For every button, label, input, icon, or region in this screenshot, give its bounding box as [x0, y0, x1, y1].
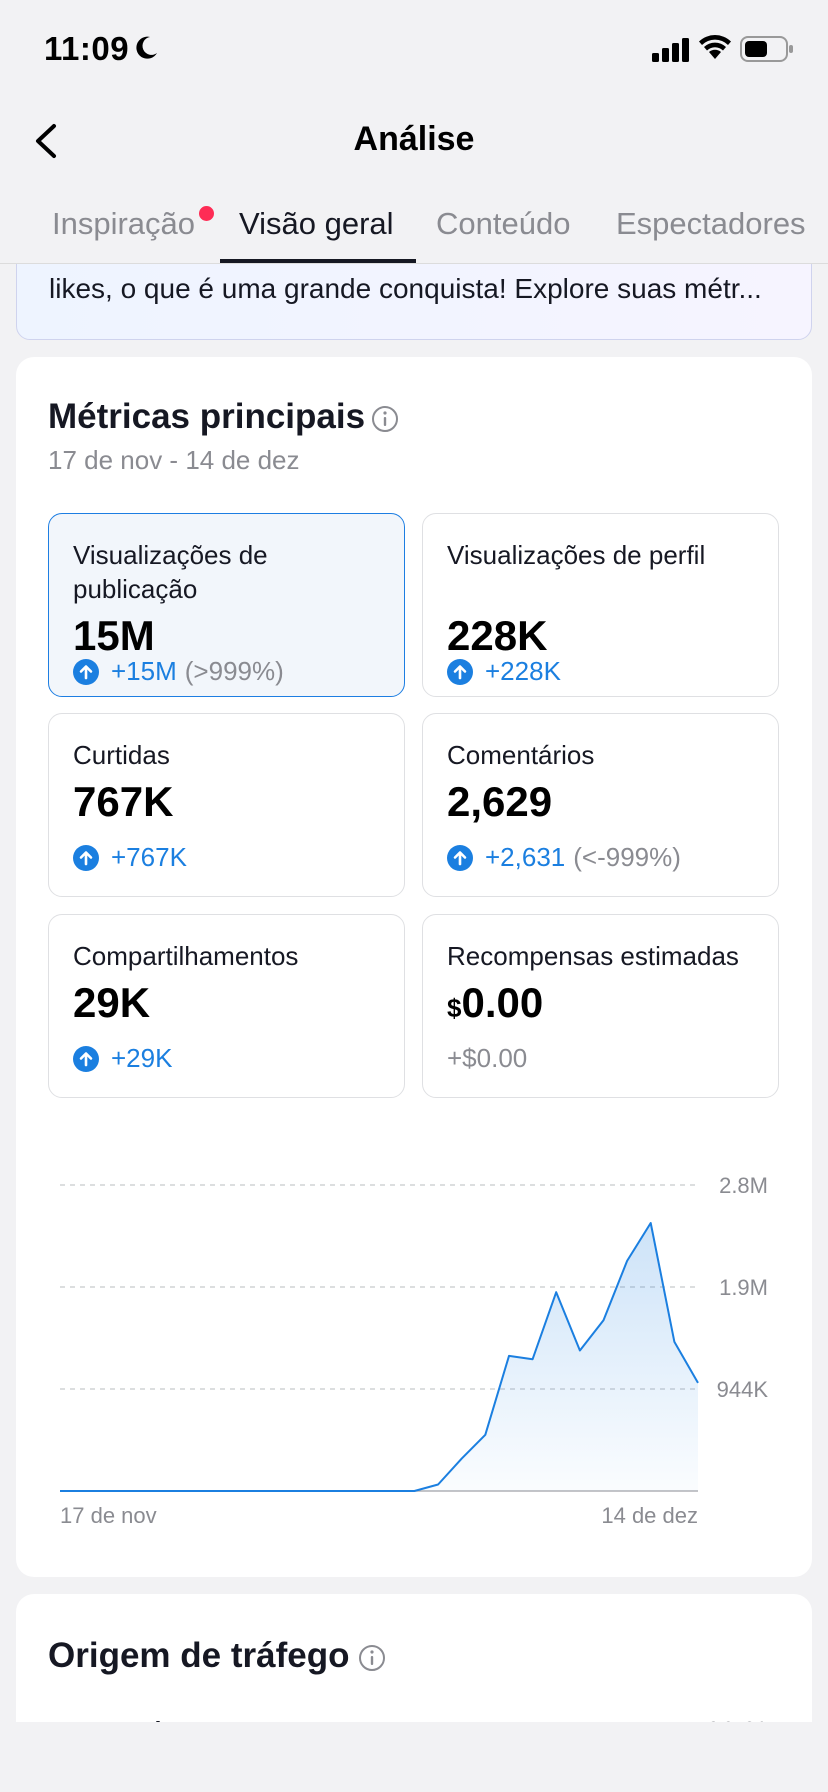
tile-change: +15M (>999%): [73, 656, 284, 687]
tile-change: +$0.00: [447, 1043, 527, 1074]
active-tab-indicator: [220, 259, 416, 263]
arrow-up-icon: [73, 658, 99, 685]
notification-dot: [199, 206, 214, 221]
banner-text: likes, o que é uma grande conquista! Exp…: [49, 273, 762, 304]
info-icon[interactable]: [358, 1644, 386, 1672]
tile-change-value: +29K: [111, 1043, 173, 1073]
tile-label: Visualizações de perfil: [447, 540, 706, 570]
tile-value: 228K: [447, 612, 548, 659]
tile-change: +228K: [447, 656, 561, 687]
tile-label: Curtidas: [73, 740, 170, 770]
currency-symbol: $: [447, 993, 462, 1023]
tile-label: Recompensas estimadas: [447, 941, 739, 971]
page-title: Análise: [353, 120, 475, 158]
info-icon[interactable]: [371, 405, 399, 433]
tile-value-amount: 0.00: [461, 979, 544, 1026]
tile-value: 29K: [73, 979, 151, 1026]
tab-inspiracao[interactable]: Inspiração: [52, 206, 196, 241]
tile-change: +767K: [73, 842, 187, 873]
metric-tile-comments[interactable]: Comentários 2,629 +2,631 (<-999%): [422, 713, 779, 897]
battery-icon: [740, 36, 793, 62]
tile-change: +2,631 (<-999%): [447, 842, 681, 873]
tab-espectadores[interactable]: Espectadores: [616, 206, 806, 241]
metric-tile-rewards[interactable]: Recompensas estimadas $0.00 +$0.00: [422, 914, 779, 1098]
tile-change-value: +$0.00: [447, 1043, 528, 1073]
arrow-up-icon: [447, 658, 473, 685]
tile-label: Comentários: [447, 740, 595, 770]
y-tick-label: 944K: [717, 1377, 769, 1402]
wifi-icon: [699, 35, 731, 59]
status-time: 11:09: [44, 30, 130, 67]
arrow-up-icon: [73, 1045, 99, 1072]
nav-bar: Análise: [0, 100, 828, 180]
tile-value: 2,629: [447, 778, 553, 825]
x-tick-label-end: 14 de dez: [601, 1503, 698, 1528]
metrics-title: Métricas principais: [48, 397, 366, 436]
back-icon[interactable]: [28, 120, 68, 162]
bottom-background: [0, 1722, 828, 1792]
series-area: [60, 1223, 698, 1491]
y-tick-label: 2.8M: [719, 1173, 768, 1198]
tile-change-percent: (<-999%): [573, 842, 681, 872]
tab-bar: Inspiração Visão geral Conteúdo Espectad…: [0, 190, 828, 264]
tile-label: Visualizações de publicação: [73, 540, 268, 604]
tile-change-value: +228K: [485, 656, 561, 686]
tile-change-percent: (>999%): [184, 656, 284, 686]
tile-change-value: +15M: [111, 656, 177, 686]
moon-icon: [136, 36, 157, 59]
tile-value: $0.00: [447, 979, 543, 1027]
tab-conteudo[interactable]: Conteúdo: [436, 206, 571, 241]
tile-value: 767K: [73, 778, 174, 825]
tile-change-value: +767K: [111, 842, 187, 872]
tile-label: Compartilhamentos: [73, 941, 299, 971]
tile-change: +29K: [73, 1043, 172, 1074]
metric-tile-likes[interactable]: Curtidas 767K +767K: [48, 713, 405, 897]
x-tick-label-start: 17 de nov: [60, 1503, 157, 1528]
metrics-card: Métricas principais 17 de nov - 14 de de…: [16, 357, 812, 1577]
tile-change-value: +2,631: [485, 842, 566, 872]
metric-tile-post-views[interactable]: Visualizações de publicação 15M +15M (>9…: [48, 513, 405, 697]
date-range: 17 de nov - 14 de dez: [48, 445, 300, 475]
arrow-up-icon: [447, 844, 473, 871]
metric-tile-shares[interactable]: Compartilhamentos 29K +29K: [48, 914, 405, 1098]
arrow-up-icon: [73, 844, 99, 871]
series-line: [60, 1222, 699, 1492]
tab-visao-geral[interactable]: Visão geral: [239, 206, 394, 241]
tile-value: 15M: [73, 612, 155, 659]
metrics-line-chart: 2.8M 1.9M 944K 17 de nov 14 de dez: [60, 1173, 769, 1528]
metric-tile-profile-views[interactable]: Visualizações de perfil 228K +228K: [422, 513, 779, 697]
status-bar: 11:09: [0, 0, 828, 100]
traffic-title: Origem de tráfego: [48, 1636, 350, 1675]
y-tick-label: 1.9M: [719, 1275, 768, 1300]
cellular-signal-icon: [652, 38, 689, 62]
